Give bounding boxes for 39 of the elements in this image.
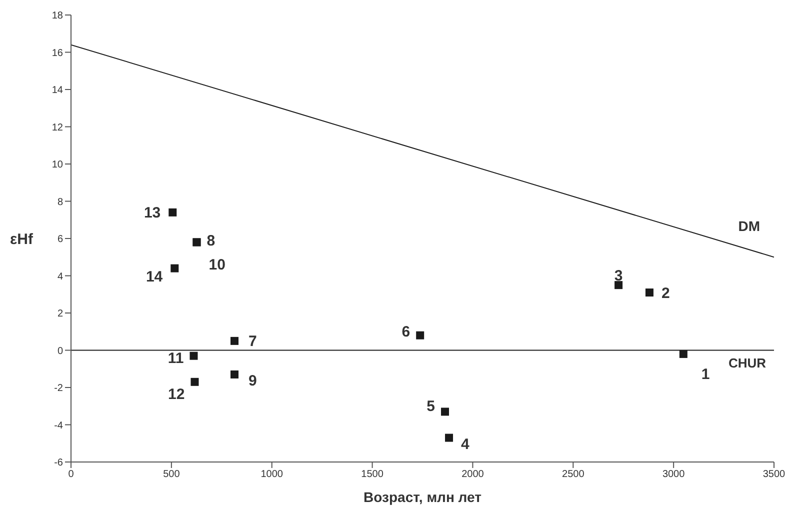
y-tick-label: -4 bbox=[54, 420, 64, 432]
y-tick-label: 8 bbox=[57, 196, 64, 208]
y-tick-label: 12 bbox=[52, 122, 64, 134]
x-tick-label: 0 bbox=[68, 469, 74, 480]
y-tick-label: -6 bbox=[54, 458, 64, 469]
y-tick-label: 10 bbox=[52, 160, 64, 171]
y-tick-label: 16 bbox=[52, 48, 64, 59]
y-tick-label: -2 bbox=[54, 383, 64, 394]
x-tick-label: 2000 bbox=[462, 469, 484, 480]
annotation: 8 bbox=[206, 232, 216, 250]
x-tick-label: 3000 bbox=[662, 469, 686, 480]
y-tick-label: 4 bbox=[57, 271, 64, 282]
annotation: 12 bbox=[168, 386, 185, 404]
annotation: 3 bbox=[614, 267, 623, 284]
annotation: 9 bbox=[248, 372, 257, 390]
annotation: 7 bbox=[248, 333, 257, 350]
y-tick-label: 6 bbox=[57, 234, 64, 246]
x-tick-label: 1500 bbox=[361, 469, 384, 480]
y-axis-title: εHf bbox=[10, 230, 34, 248]
annotation: 2 bbox=[661, 284, 670, 302]
series-label: DM bbox=[738, 218, 760, 234]
annotation: 1 bbox=[701, 366, 710, 384]
annotation: 5 bbox=[426, 398, 435, 415]
x-tick-label: 2500 bbox=[562, 469, 585, 480]
annotation: 11 bbox=[168, 350, 184, 368]
y-tick-label: 18 bbox=[52, 10, 64, 22]
annotation: 14 bbox=[146, 268, 164, 286]
annotation: 10 bbox=[208, 256, 226, 274]
x-tick-label: 500 bbox=[163, 469, 180, 480]
x-axis-title: Возраст, млн лет bbox=[364, 489, 482, 505]
y-tick-label: 0 bbox=[57, 346, 64, 357]
x-tick-label: 3500 bbox=[762, 469, 786, 480]
ref-line-label: CHUR bbox=[728, 355, 767, 370]
y-tick-label: 2 bbox=[57, 308, 64, 320]
annotation: 13 bbox=[144, 204, 161, 222]
annotation: 6 bbox=[402, 324, 410, 341]
x-tick-label: 1000 bbox=[260, 469, 284, 480]
annotation: 4 bbox=[461, 436, 470, 454]
y-tick-label: 14 bbox=[52, 85, 64, 96]
